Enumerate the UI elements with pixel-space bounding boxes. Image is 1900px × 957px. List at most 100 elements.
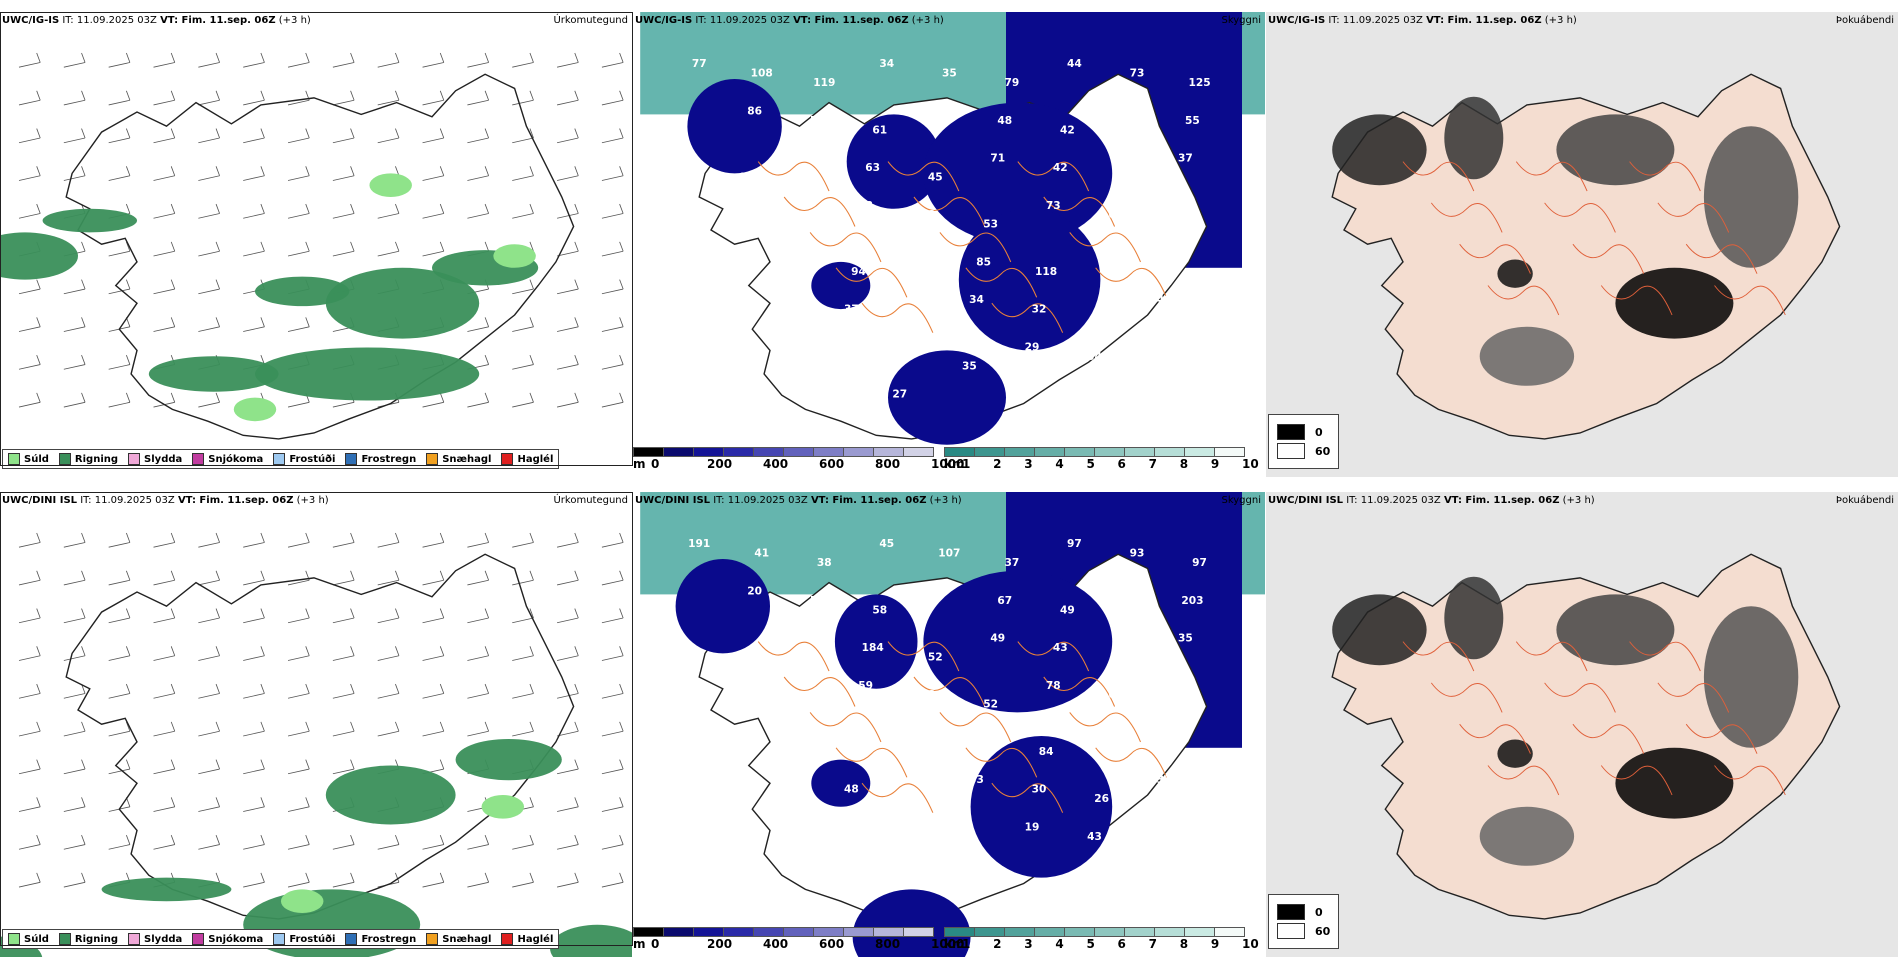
colorbar-row	[633, 927, 934, 937]
wind-barb	[243, 128, 265, 144]
legend-swatch	[501, 453, 514, 465]
wind-barb	[153, 203, 176, 219]
colorbar-tick: 7	[1148, 457, 1158, 471]
colorbar-segment	[1034, 927, 1064, 937]
wind-barb	[556, 203, 579, 219]
visibility-value: 191	[688, 537, 710, 550]
wind-barb	[153, 317, 176, 332]
visibility-value: 142	[785, 735, 807, 748]
colorbar-tick: 600	[819, 457, 845, 471]
visibility-value: 36	[719, 312, 734, 325]
road-line	[1430, 202, 1503, 233]
wind-barb	[63, 646, 86, 661]
visibility-value: 35	[962, 359, 977, 372]
colorbar-tick: 5	[1086, 457, 1095, 471]
visibility-value: 108	[751, 67, 773, 80]
visibility-value: 38	[837, 340, 852, 353]
visibility-value: 19	[1025, 820, 1040, 833]
colorbar-segment	[753, 447, 783, 457]
drizzle-area	[369, 173, 412, 198]
colorbar-unit: m	[633, 457, 646, 471]
map-group	[1266, 492, 1898, 957]
wind-barb	[556, 683, 579, 699]
visibility-value: 48	[1115, 170, 1130, 183]
wind-barb	[287, 721, 310, 737]
visibility-value: 37	[726, 726, 741, 739]
colorbar-tick: 6	[1117, 937, 1126, 951]
wind-barb	[153, 608, 176, 624]
wind-barb	[243, 203, 265, 219]
wind-barb	[332, 872, 355, 888]
visibility-value: 184	[862, 641, 884, 654]
colorbar-unit: km	[944, 937, 965, 951]
wind-barb	[287, 52, 310, 68]
map-group	[0, 52, 624, 440]
visibility-value: 67	[774, 839, 789, 852]
colorbar-segment	[783, 927, 813, 937]
visibility-value: 38	[817, 556, 832, 569]
colorbar-ticks: km 1 2 3 4 5 6 7 8 9 10	[944, 937, 1259, 951]
wind-barb	[422, 128, 445, 144]
road-line	[1402, 161, 1475, 192]
visibility-value: 14	[705, 868, 720, 881]
visibility-value: 91	[851, 745, 866, 758]
fog-legend-item: 60	[1277, 443, 1330, 459]
wind-barb	[467, 646, 490, 661]
legend-swatch	[58, 933, 71, 945]
wind-barb	[108, 241, 131, 257]
wind-barb	[467, 203, 490, 219]
colorbar-segment	[1214, 447, 1245, 457]
road-line	[835, 747, 908, 778]
wind-barb	[243, 834, 265, 850]
visibility-value: 27	[892, 388, 907, 401]
wind-barb	[556, 646, 579, 661]
colorbar-tick: 400	[763, 937, 789, 951]
road-line	[1043, 196, 1116, 227]
field-label: Þokuábendi	[1835, 495, 1894, 506]
visibility-value: 80	[935, 584, 950, 597]
visibility-value: 129	[910, 726, 932, 739]
road-line	[1459, 243, 1531, 274]
wind-barb	[198, 608, 220, 624]
road-line	[913, 196, 986, 227]
colorbar-segment	[693, 927, 723, 937]
colorbar-tick: 7	[1148, 937, 1158, 951]
wind-barb	[153, 166, 176, 181]
colorbar-segment	[663, 927, 693, 937]
colorbar-ticks: m 0 200 400 600 800 1000	[633, 937, 964, 951]
wind-barb	[512, 166, 534, 181]
visibility-map: 77 108 119 34 35 79 44 73 125 86 52 61 43 48 42 48 55 51 3…	[640, 12, 1265, 445]
wind-barb	[18, 317, 41, 332]
fog-area	[1556, 594, 1675, 666]
fog-legend-label: 60	[1315, 444, 1331, 458]
wind-barb	[153, 128, 176, 144]
legend-label: Frostúði	[289, 933, 336, 945]
wind-barb	[198, 166, 220, 181]
wind-barb	[422, 608, 445, 624]
wind-barb	[332, 759, 355, 775]
panel-title: UWC/DINI ISL IT: 11.09.2025 03Z VT: Fim.…	[635, 495, 962, 506]
wind-barb	[243, 166, 265, 181]
visibility-value: 69	[1108, 208, 1123, 221]
drizzle-area	[481, 795, 525, 819]
visibility-value: 53	[921, 688, 936, 701]
visibility-value: 42	[1150, 839, 1165, 852]
road-line	[1572, 243, 1645, 274]
visibility-value: 33	[969, 773, 984, 786]
wind-barb	[198, 317, 220, 332]
wind-barb	[512, 570, 534, 586]
colorbar-tick: 8	[1179, 937, 1189, 951]
colorbar-row	[633, 447, 934, 457]
road-line	[1515, 641, 1588, 672]
wind-barb	[422, 872, 445, 888]
wind-barb	[601, 834, 624, 850]
colorbar-segment	[944, 447, 974, 457]
wind-barb	[422, 52, 445, 68]
road-line	[991, 782, 1064, 813]
wind-barb	[512, 317, 534, 332]
low-visibility-area	[923, 102, 1113, 245]
legend-swatch	[426, 453, 439, 465]
wind-barb	[556, 532, 579, 548]
visibility-value: 60	[796, 218, 811, 231]
wind-barb	[243, 52, 265, 68]
